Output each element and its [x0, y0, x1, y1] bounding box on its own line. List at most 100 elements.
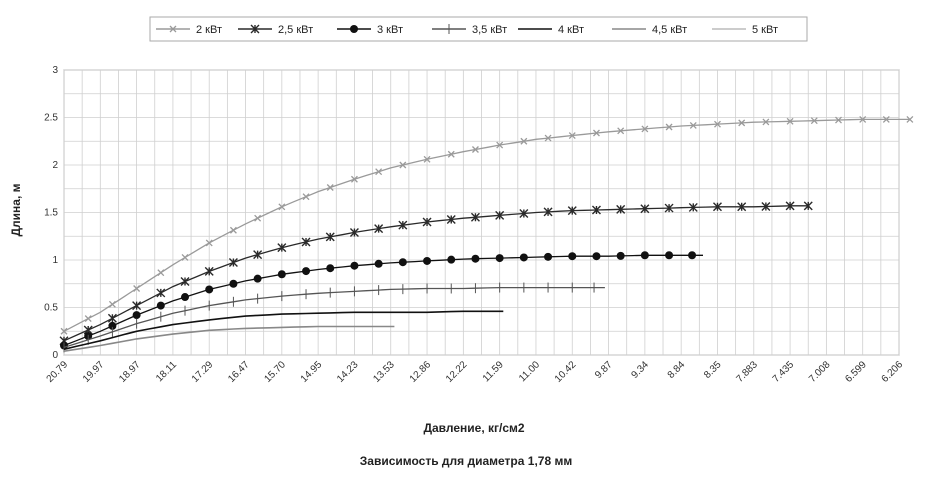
data-point	[169, 25, 177, 33]
y-tick-label: 1.5	[44, 208, 58, 219]
x-tick-label: 7.435	[771, 359, 797, 385]
x-tick-label: 7.008	[807, 359, 833, 385]
x-tick-label: 11.00	[517, 359, 542, 384]
data-point	[496, 141, 504, 149]
x-tick-label: 17.29	[190, 359, 216, 385]
data-point	[786, 117, 794, 125]
x-tick-label: 8.84	[666, 359, 688, 381]
data-point	[591, 205, 601, 215]
data-point	[640, 251, 649, 260]
data-point	[835, 116, 842, 124]
x-tick-label: 8.35	[702, 359, 724, 381]
data-point	[326, 264, 335, 273]
series-line	[63, 325, 395, 352]
data-point	[882, 115, 890, 123]
data-point	[738, 119, 746, 127]
x-tick-label: 15.70	[262, 359, 288, 385]
series-line	[63, 254, 703, 347]
data-point	[447, 255, 456, 264]
x-tick-labels: 20.79 19.97 18.97 18.11 17.29 16.47 15.70 14.95…	[45, 359, 906, 385]
data-point	[107, 313, 117, 323]
data-point	[803, 201, 813, 211]
y-tick-label: 0.5	[44, 303, 58, 314]
data-point	[229, 279, 238, 288]
series-line	[63, 205, 809, 342]
legend-item: 4 кВт	[518, 24, 584, 36]
x-tick-label: 10.42	[553, 359, 579, 385]
data-point	[762, 118, 770, 126]
data-point	[471, 254, 480, 263]
data-point	[664, 203, 674, 213]
legend-item: 4,5 кВт	[612, 24, 687, 36]
data-point	[495, 210, 505, 220]
data-point	[302, 193, 310, 201]
x-tick-label: 14.95	[299, 359, 325, 385]
y-tick-label: 1	[52, 255, 58, 266]
data-point	[108, 300, 116, 308]
data-point	[108, 321, 117, 330]
data-point	[302, 267, 311, 276]
data-point	[181, 254, 189, 261]
data-point	[228, 258, 238, 268]
data-point	[350, 175, 358, 183]
data-point	[205, 239, 213, 247]
data-point	[520, 137, 528, 145]
legend-item: 3 кВт	[337, 24, 403, 36]
data-point	[470, 212, 480, 222]
data-point	[616, 251, 625, 260]
data-point	[568, 132, 576, 140]
data-point	[567, 206, 577, 216]
legend-label: 2,5 кВт	[278, 24, 313, 36]
data-point	[447, 150, 455, 158]
data-point	[568, 252, 577, 261]
x-tick-label: 16.47	[226, 359, 252, 385]
legend-label: 3 кВт	[377, 24, 403, 36]
data-point	[399, 161, 407, 169]
data-point	[592, 252, 601, 261]
legend-item: 5 кВт	[712, 24, 778, 36]
data-point	[277, 243, 287, 253]
data-point	[374, 224, 384, 234]
series-4-кВт	[63, 310, 504, 351]
data-point	[181, 293, 190, 302]
data-point	[544, 252, 553, 261]
data-point	[254, 214, 262, 222]
x-tick-label: 20.79	[45, 359, 71, 385]
x-tick-label: 14.23	[335, 359, 361, 385]
series-2-кВт	[60, 115, 914, 335]
data-point	[688, 202, 698, 212]
x-tick-label: 18.97	[117, 359, 143, 385]
x-tick-label: 9.87	[593, 359, 615, 381]
data-point	[133, 285, 141, 292]
data-point	[398, 220, 408, 230]
chart-caption: Зависимость для диаметра 1,78 мм	[360, 454, 573, 468]
x-tick-label: 6.599	[843, 359, 869, 385]
data-point	[157, 269, 165, 277]
data-point	[689, 121, 697, 129]
x-tick-label: 13.53	[371, 359, 397, 385]
data-point	[325, 232, 335, 242]
series-group	[59, 115, 914, 353]
data-point	[301, 237, 311, 247]
data-point	[519, 253, 528, 262]
data-point	[278, 203, 286, 211]
data-point	[519, 208, 529, 218]
data-point	[737, 202, 747, 212]
y-tick-label: 0	[52, 350, 58, 361]
y-tick-label: 2.5	[44, 113, 58, 124]
data-point	[423, 256, 432, 265]
y-tick-labels: 0 0.5 1 1.5 2 2.5 3	[44, 65, 58, 361]
data-point	[350, 261, 359, 270]
y-tick-label: 2	[52, 160, 58, 171]
x-tick-label: 19.97	[81, 359, 107, 385]
data-point	[665, 251, 674, 260]
data-point	[180, 277, 190, 287]
data-point	[617, 127, 625, 135]
data-point	[374, 259, 383, 268]
data-point	[810, 117, 818, 125]
y-tick-label: 3	[52, 65, 58, 76]
x-tick-label: 12.22	[444, 359, 470, 385]
legend-label: 3,5 кВт	[472, 24, 507, 36]
x-tick-label: 9.34	[629, 359, 651, 381]
data-point	[785, 201, 795, 211]
